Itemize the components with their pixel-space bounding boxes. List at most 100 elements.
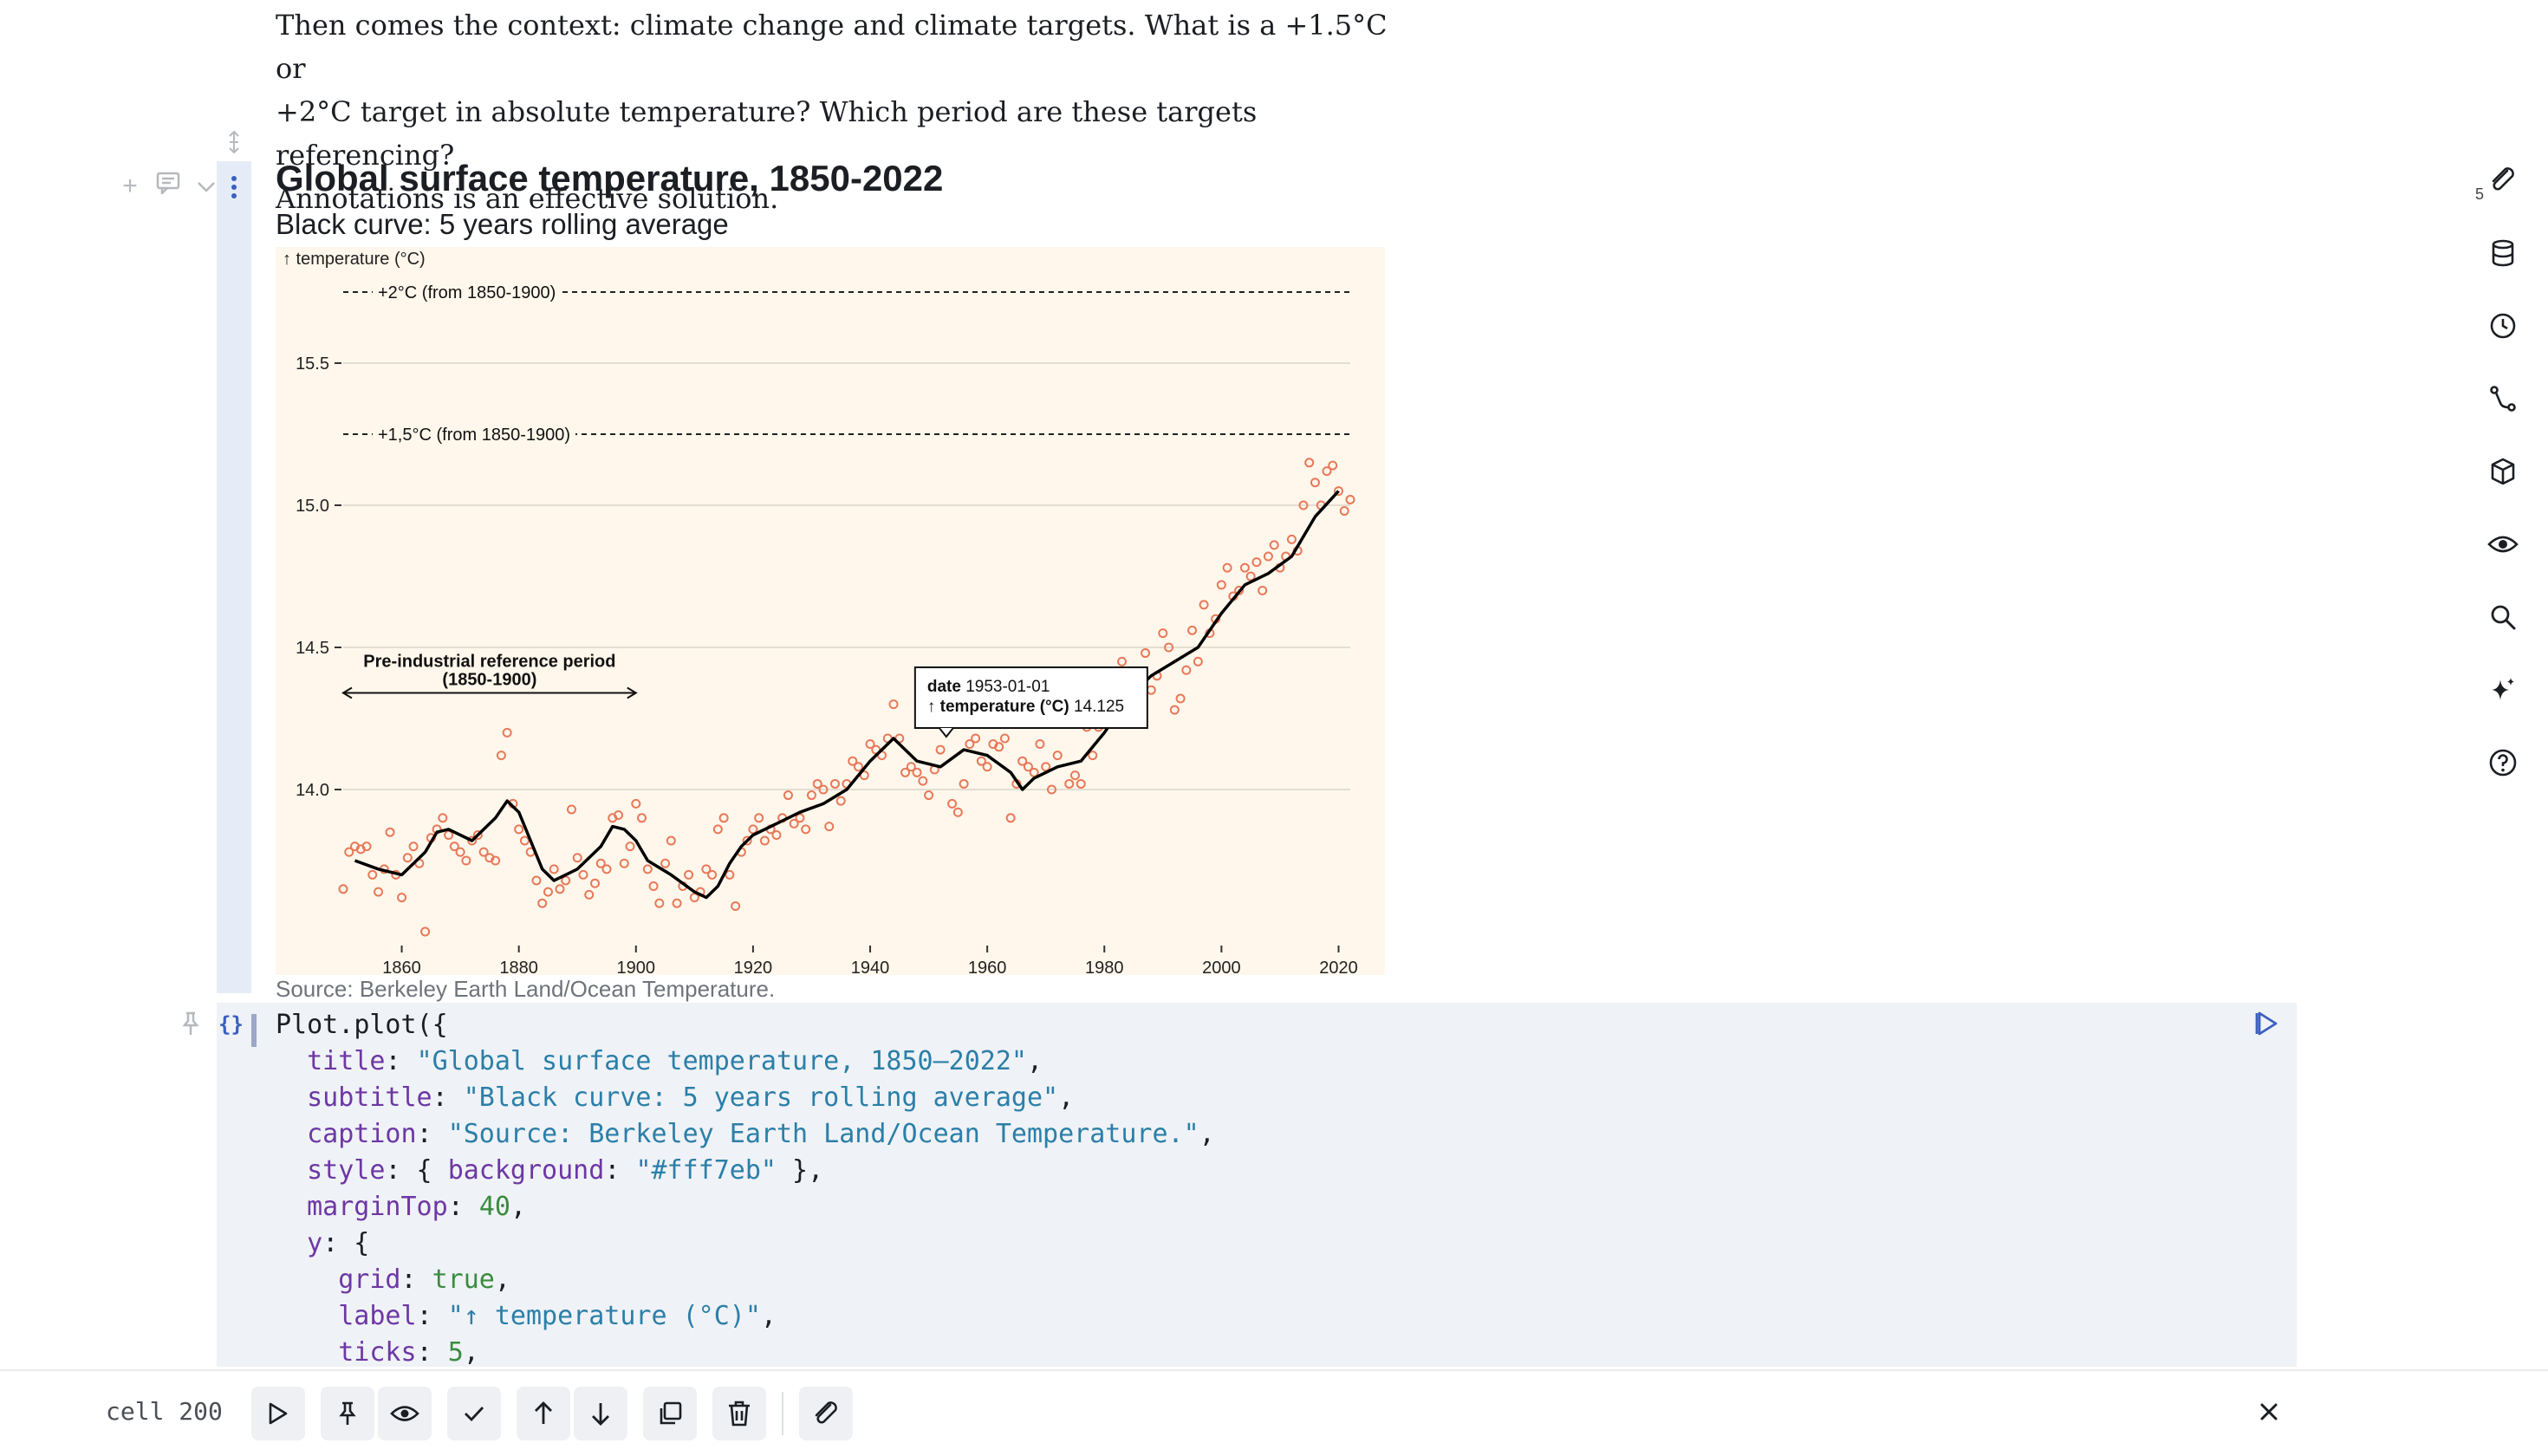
arrow-head-left [341, 686, 353, 699]
data-point [514, 824, 524, 835]
search-icon[interactable] [2486, 600, 2520, 634]
data-point [1328, 460, 1338, 471]
data-point [1263, 551, 1273, 562]
data-point [1041, 762, 1051, 772]
dependency-icon[interactable] [2486, 381, 2520, 416]
package-icon[interactable] [2486, 454, 2520, 489]
tooltip-box [913, 666, 1148, 729]
code-mode-icon[interactable]: {} [218, 1012, 244, 1037]
code-token: plot [354, 1010, 417, 1040]
attach-button[interactable] [799, 1387, 853, 1440]
code-token: background [447, 1155, 605, 1186]
data-point [818, 784, 829, 795]
data-point [543, 887, 553, 897]
data-point [1052, 751, 1063, 761]
code-token: y [307, 1228, 323, 1258]
data-point [748, 824, 758, 835]
data-point [1339, 506, 1349, 517]
pin-button[interactable] [321, 1387, 374, 1440]
prose-paragraph: Then comes the context: climate change a… [276, 3, 1420, 220]
data-point [1117, 656, 1128, 666]
code-editor[interactable]: Plot.plot({ title: "Global surface tempe… [276, 1010, 1215, 1368]
data-point [801, 824, 811, 835]
data-point [712, 824, 723, 835]
run-button[interactable] [251, 1387, 305, 1440]
data-point [965, 739, 975, 750]
data-point [859, 770, 869, 781]
data-point [1005, 813, 1016, 823]
right-sidebar: 5 [2475, 163, 2520, 818]
code-token: true [432, 1264, 495, 1295]
y-tick-label: 14.5 [296, 639, 329, 658]
code-token: "Black curve: 5 years rolling average" [463, 1082, 1059, 1113]
visibility-button[interactable] [378, 1387, 432, 1440]
data-point [444, 829, 454, 840]
data-point [795, 813, 805, 823]
comment-icon[interactable] [155, 172, 181, 201]
chart-caption: Source: Berkeley Earth Land/Ocean Temper… [276, 976, 776, 1002]
data-point [689, 893, 699, 903]
data-point [478, 847, 489, 857]
close-toolbar-button[interactable] [2250, 1390, 2288, 1433]
data-point [461, 855, 471, 866]
data-point [472, 829, 483, 840]
attachment-count: 5 [2475, 185, 2485, 203]
data-point [601, 864, 612, 874]
code-token: caption [307, 1119, 417, 1149]
history-icon[interactable] [2486, 309, 2520, 343]
data-point [1310, 478, 1320, 488]
data-point [631, 798, 641, 809]
data-point [584, 889, 595, 900]
help-icon[interactable] [2486, 745, 2520, 780]
data-point [519, 835, 530, 846]
cell-focus-bar[interactable] [217, 161, 251, 993]
chart-subtitle: Black curve: 5 years rolling average [276, 208, 729, 240]
x-tick-label: 1880 [499, 959, 538, 975]
delete-button[interactable] [712, 1387, 766, 1440]
code-token: marginTop [307, 1192, 448, 1222]
data-point [374, 887, 384, 897]
y-axis-label: ↑ temperature (°C) [283, 250, 426, 269]
data-point [725, 869, 735, 880]
data-point [742, 835, 752, 846]
data-point [982, 762, 992, 772]
data-point [1333, 486, 1343, 497]
move-down-button[interactable] [574, 1387, 627, 1440]
duplicate-button[interactable] [643, 1387, 697, 1440]
data-point [449, 842, 459, 852]
data-point [666, 835, 676, 846]
data-point [731, 900, 741, 911]
move-up-button[interactable] [517, 1387, 570, 1440]
reference-period-label: Pre-industrial reference period [363, 652, 615, 671]
reference-period-years: (1850-1900) [442, 670, 536, 689]
data-point [1234, 585, 1245, 595]
data-point [912, 767, 922, 777]
check-button[interactable] [447, 1387, 501, 1440]
pin-icon[interactable] [182, 1011, 199, 1043]
data-point [935, 744, 946, 755]
data-point [572, 853, 582, 863]
code-cell[interactable] [217, 1003, 2297, 1367]
chevron-down-icon[interactable] [193, 172, 219, 201]
data-point [367, 869, 378, 880]
chart-background [276, 247, 1385, 975]
add-cell-icon[interactable]: + [122, 172, 138, 200]
database-icon[interactable] [2486, 236, 2520, 270]
code-token: "Global surface temperature, 1850–2022" [416, 1046, 1027, 1076]
data-point [660, 858, 671, 868]
data-point [408, 842, 419, 852]
tooltip-pointer [939, 727, 954, 738]
data-point [789, 818, 799, 829]
data-point [1222, 562, 1232, 573]
sparkle-icon[interactable] [2486, 673, 2520, 707]
paperclip-icon[interactable]: 5 [2475, 163, 2520, 203]
data-point [754, 813, 764, 823]
data-point [1269, 540, 1279, 550]
code-token: 40 [478, 1192, 510, 1222]
code-focus-bar [251, 1014, 257, 1047]
run-cell-icon[interactable] [2255, 1011, 2279, 1041]
drag-handle-icon[interactable] [225, 130, 243, 156]
cell-menu-icon[interactable] [227, 173, 241, 203]
data-point [338, 884, 348, 894]
eye-icon[interactable] [2486, 527, 2520, 562]
